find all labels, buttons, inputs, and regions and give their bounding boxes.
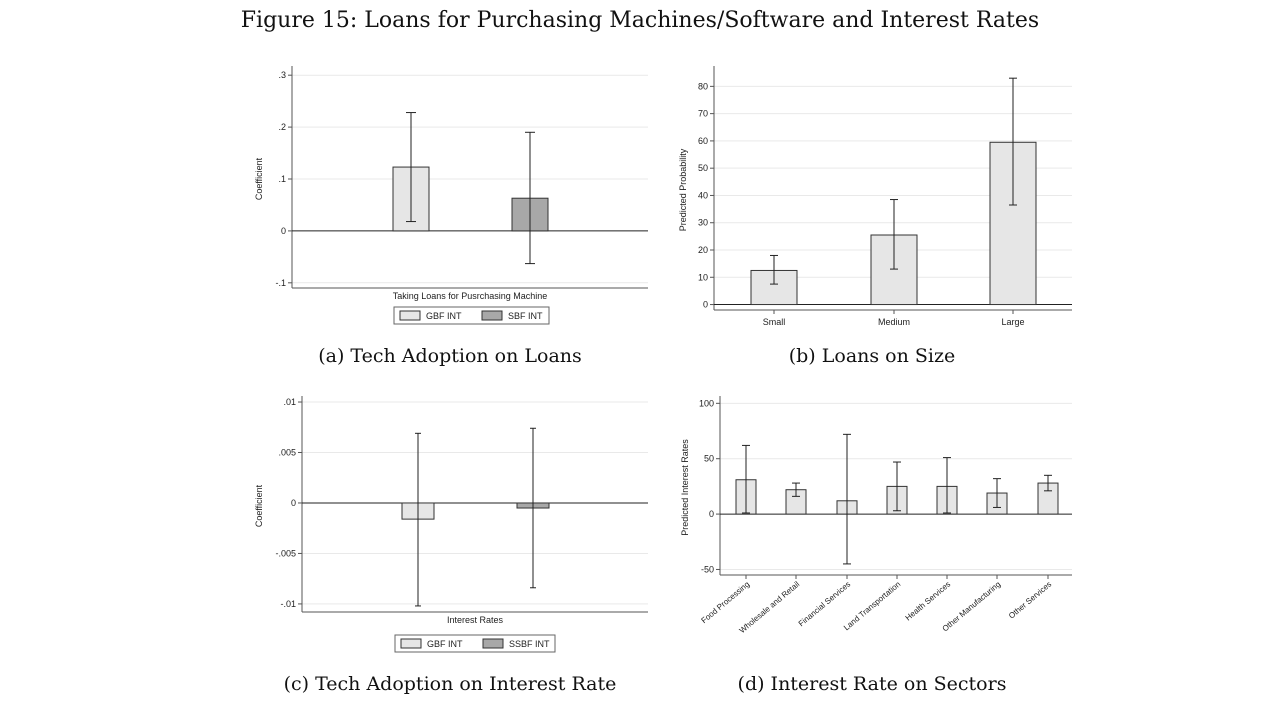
chart-panel-d: 100 50 0 -50 Predicted Interest Rates Food Pr… [680, 396, 1072, 635]
chart-panel-a: .3 .2 .1 0 -.1 Coefficient Taking Loans for Pu… [254, 66, 648, 325]
x-tick-label: Health Services [904, 580, 953, 623]
caption-d: (d) Interest Rate on Sectors [737, 673, 1007, 695]
legend-swatch [400, 638, 422, 649]
y-tick-label: 50 [704, 454, 714, 464]
y-tick-label: 80 [698, 81, 708, 91]
y-tick-label: -50 [701, 564, 714, 574]
x-tick-label: Food Processing [700, 580, 752, 625]
figure-title: Figure 15: Loans for Purchasing Machines… [240, 8, 1040, 33]
caption-c: (c) Tech Adoption on Interest Rate [283, 673, 617, 695]
legend-box [393, 306, 550, 325]
y-tick-label: 50 [698, 163, 708, 173]
legend-box [394, 634, 556, 653]
legend-swatch [482, 638, 504, 649]
legend-label: SSBF INT [509, 639, 550, 649]
x-tick-label: Medium [878, 317, 910, 327]
y-tick-label: 70 [698, 109, 708, 119]
y-tick-label: .1 [278, 174, 286, 184]
caption-a: (a) Tech Adoption on Loans [318, 345, 582, 367]
chart-panel-b: 80 70 60 50 40 30 20 10 0 Predicted Probability Sm… [678, 66, 1072, 327]
y-axis-label: Coefficient [254, 157, 264, 200]
chart-panel-c: .01 .005 0 -.005 -.01 Coefficient Interest Rat… [254, 396, 648, 653]
legend-label: SBF INT [508, 311, 543, 321]
y-tick-label: 0 [291, 498, 296, 508]
y-tick-label: 40 [698, 190, 708, 200]
y-tick-label: -.1 [275, 278, 286, 288]
x-tick-label: Financial Services [797, 580, 853, 629]
y-tick-label: 0 [709, 509, 714, 519]
legend-label: GBF INT [427, 639, 463, 649]
y-tick-label: 60 [698, 136, 708, 146]
legend-swatch [481, 310, 503, 321]
y-tick-label: 30 [698, 218, 708, 228]
legend-swatch [399, 310, 421, 321]
y-tick-label: .01 [283, 397, 296, 407]
y-tick-label: .2 [278, 122, 286, 132]
y-tick-label: .005 [278, 447, 296, 457]
x-tick-label: Small [763, 317, 786, 327]
y-axis-label: Predicted Interest Rates [680, 439, 690, 536]
x-axis-label: Taking Loans for Pusrchasing Machine [393, 291, 548, 301]
y-axis-label: Predicted Probability [678, 148, 688, 231]
x-tick-label: Other Services [1007, 580, 1053, 621]
y-tick-label: 0 [281, 226, 286, 236]
y-tick-label: 0 [703, 300, 708, 310]
y-tick-label: 20 [698, 245, 708, 255]
x-tick-label: Large [1001, 317, 1024, 327]
legend-label: GBF INT [426, 311, 462, 321]
y-axis-label: Coefficient [254, 484, 264, 527]
y-tick-label: -.005 [275, 548, 296, 558]
y-tick-label: .3 [278, 70, 286, 80]
y-tick-label: 10 [698, 272, 708, 282]
caption-b: (b) Loans on Size [788, 345, 956, 367]
y-tick-label: 100 [699, 398, 714, 408]
y-tick-label: -.01 [280, 599, 296, 609]
x-axis-label: Interest Rates [447, 615, 504, 625]
